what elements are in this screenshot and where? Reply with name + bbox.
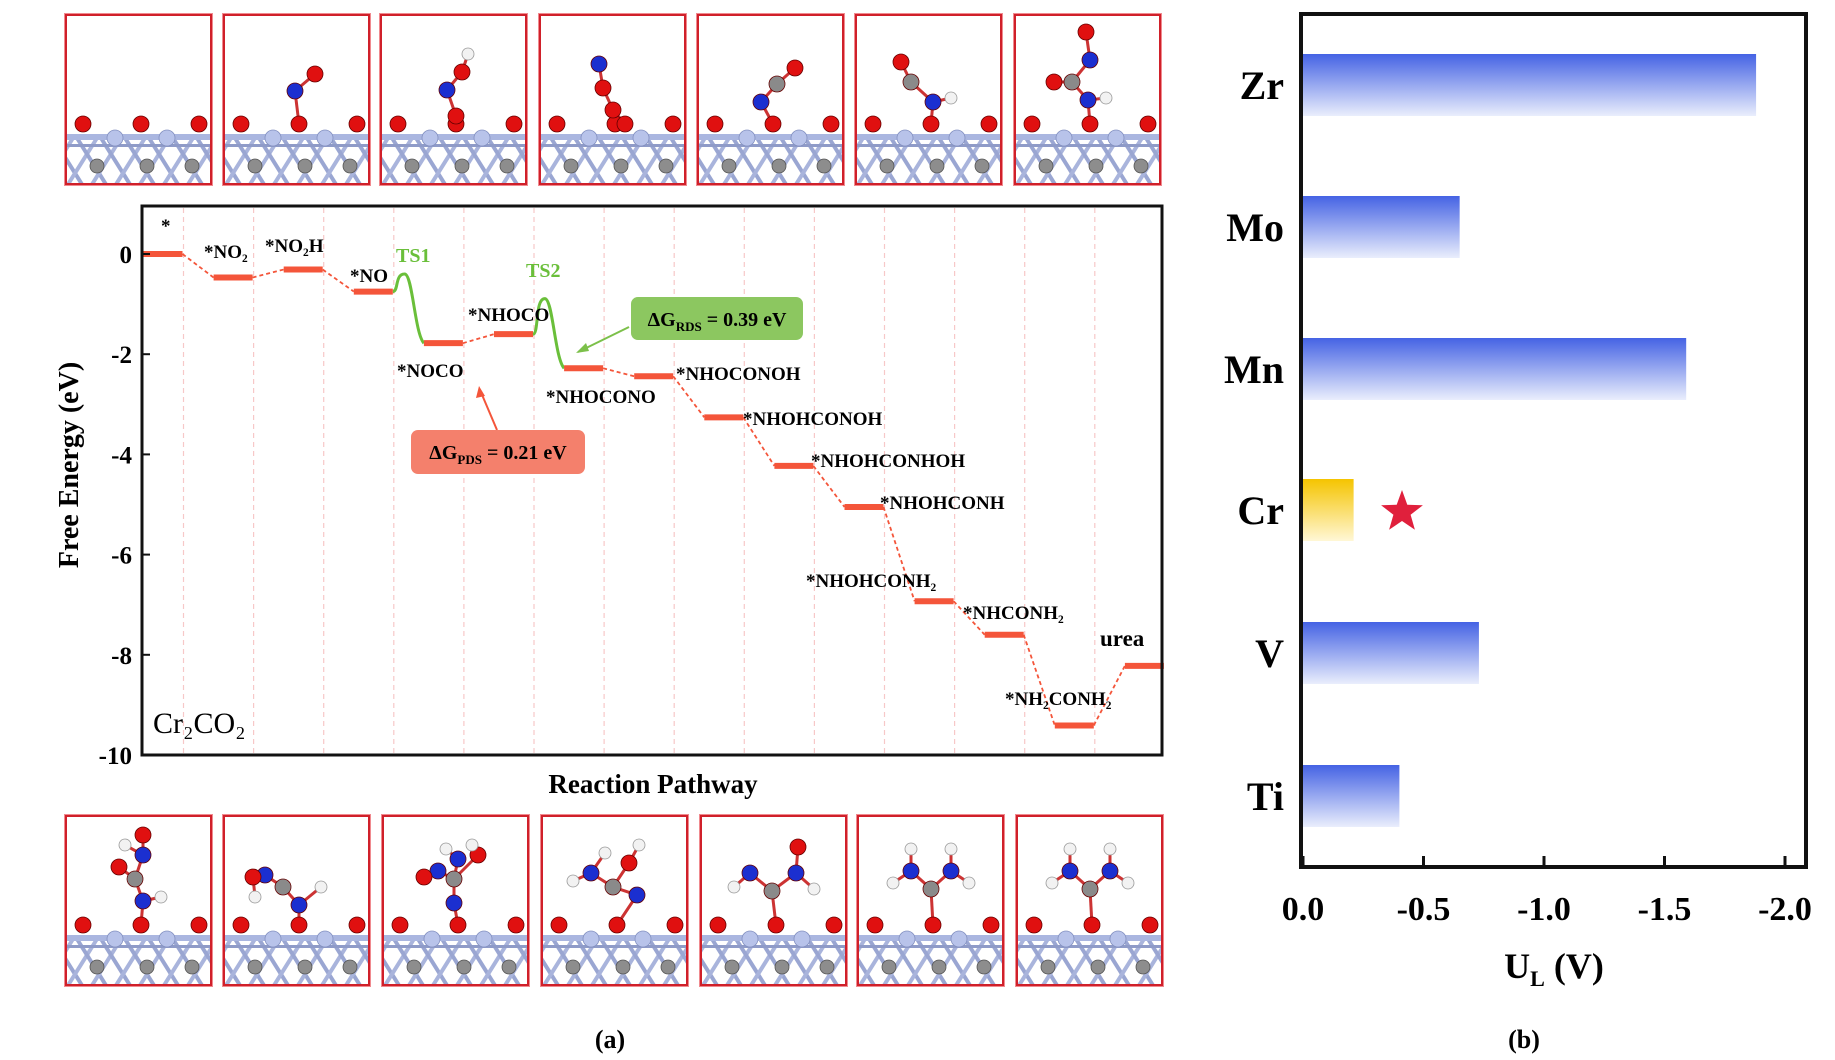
step-label: *NO₂H (265, 236, 324, 257)
step-label: *NHOCONO (546, 387, 656, 408)
step-label: * (161, 216, 171, 237)
rds-annotation-text: ΔGRDS = 0.39 eV (648, 309, 787, 334)
y-tick-label: -10 (99, 743, 132, 770)
panel-label-b: (b) (1508, 1025, 1540, 1054)
structure-bottom-7 (1016, 815, 1163, 986)
transition-state-curve (531, 297, 566, 370)
structure-top-4 (539, 14, 686, 185)
step-label: *NH₂CONH₂ (1005, 689, 1112, 710)
material-label: Cr₂CO₂ (153, 707, 246, 740)
connector-line (812, 465, 846, 508)
y-tick-label: 0 (120, 242, 133, 269)
x-tick-label: -0.5 (1397, 891, 1451, 928)
transition-state-curve (392, 272, 426, 345)
star-icon (1381, 490, 1423, 530)
connector-line (322, 268, 355, 293)
bar-v (1303, 622, 1479, 684)
x-tick-label: -1.5 (1638, 891, 1692, 928)
connector-line (252, 268, 284, 279)
bar-ti (1303, 765, 1400, 827)
y-tick-label: -8 (111, 643, 132, 670)
step-label: *NOCO (397, 361, 464, 382)
structure-top-5 (697, 14, 844, 185)
pds-arrow (479, 389, 498, 431)
structure-top-3 (380, 14, 527, 185)
x-axis-title: Reaction Pathway (548, 769, 758, 799)
structure-bottom-1 (65, 815, 212, 986)
connector-line (672, 375, 706, 418)
step-label: *NHCONH₂ (963, 603, 1064, 624)
step-label: *NHOCO (468, 305, 549, 326)
step-label: *NHOHCONOH (743, 409, 883, 430)
pds-arrowhead (476, 386, 485, 398)
connector-line (602, 367, 635, 378)
step-label: *NHOHCONHOH (811, 451, 965, 472)
pds-annotation-box (411, 430, 585, 474)
x-tick-label: -1.0 (1517, 891, 1571, 928)
step-label: *NHOCONOH (676, 364, 801, 385)
structure-bottom-4 (541, 815, 688, 986)
structure-bottom-3 (382, 815, 529, 986)
structure-top-7 (1014, 14, 1161, 185)
ts-label: TS2 (526, 260, 560, 282)
structure-bottom-5 (700, 815, 847, 986)
bar-x-axis-title: UL (V) (1504, 946, 1604, 991)
structure-top-1 (65, 14, 212, 185)
step-label: *NHOHCONH₂ (806, 571, 937, 592)
structure-bottom-2 (223, 815, 370, 986)
structure-bottom-6 (857, 815, 1004, 986)
ts-label: TS1 (396, 245, 430, 267)
step-label: *NO₂ (204, 242, 248, 263)
y-tick-label: -4 (111, 442, 132, 469)
step-label: urea (1100, 626, 1145, 651)
connector-line (1093, 665, 1126, 726)
connector-line (882, 506, 916, 602)
bar-mn (1303, 338, 1687, 400)
x-tick-label: -2.0 (1758, 891, 1812, 928)
bar-zr (1303, 54, 1757, 116)
rds-arrowhead (576, 343, 589, 353)
y-tick-label: -6 (111, 543, 132, 570)
category-label: Ti (1247, 774, 1284, 819)
y-tick-label: -2 (111, 342, 132, 369)
connector-line (742, 416, 776, 467)
category-label: V (1255, 631, 1284, 676)
step-label: *NO (350, 266, 388, 287)
pds-annotation-text: ΔGPDS = 0.21 eV (429, 442, 567, 467)
connector-line (952, 600, 986, 636)
panel-label-a: (a) (594, 1025, 626, 1054)
category-label: Cr (1237, 488, 1284, 533)
bar-mo (1303, 196, 1460, 258)
connector-line (462, 333, 495, 345)
rds-annotation-box (631, 297, 803, 340)
bar-plot-frame (1299, 12, 1808, 869)
y-axis-title: Free Energy (eV) (54, 362, 85, 568)
plot-frame (140, 204, 1164, 757)
category-label: Mo (1226, 205, 1284, 250)
structure-top-2 (223, 14, 370, 185)
category-label: Mn (1224, 347, 1284, 392)
x-tick-label: 0.0 (1282, 891, 1325, 928)
category-label: Zr (1240, 63, 1284, 108)
bar-cr (1303, 479, 1354, 541)
connector-line (1022, 634, 1056, 726)
step-label: *NHOHCONH (880, 493, 1005, 514)
structure-top-6 (855, 14, 1002, 185)
